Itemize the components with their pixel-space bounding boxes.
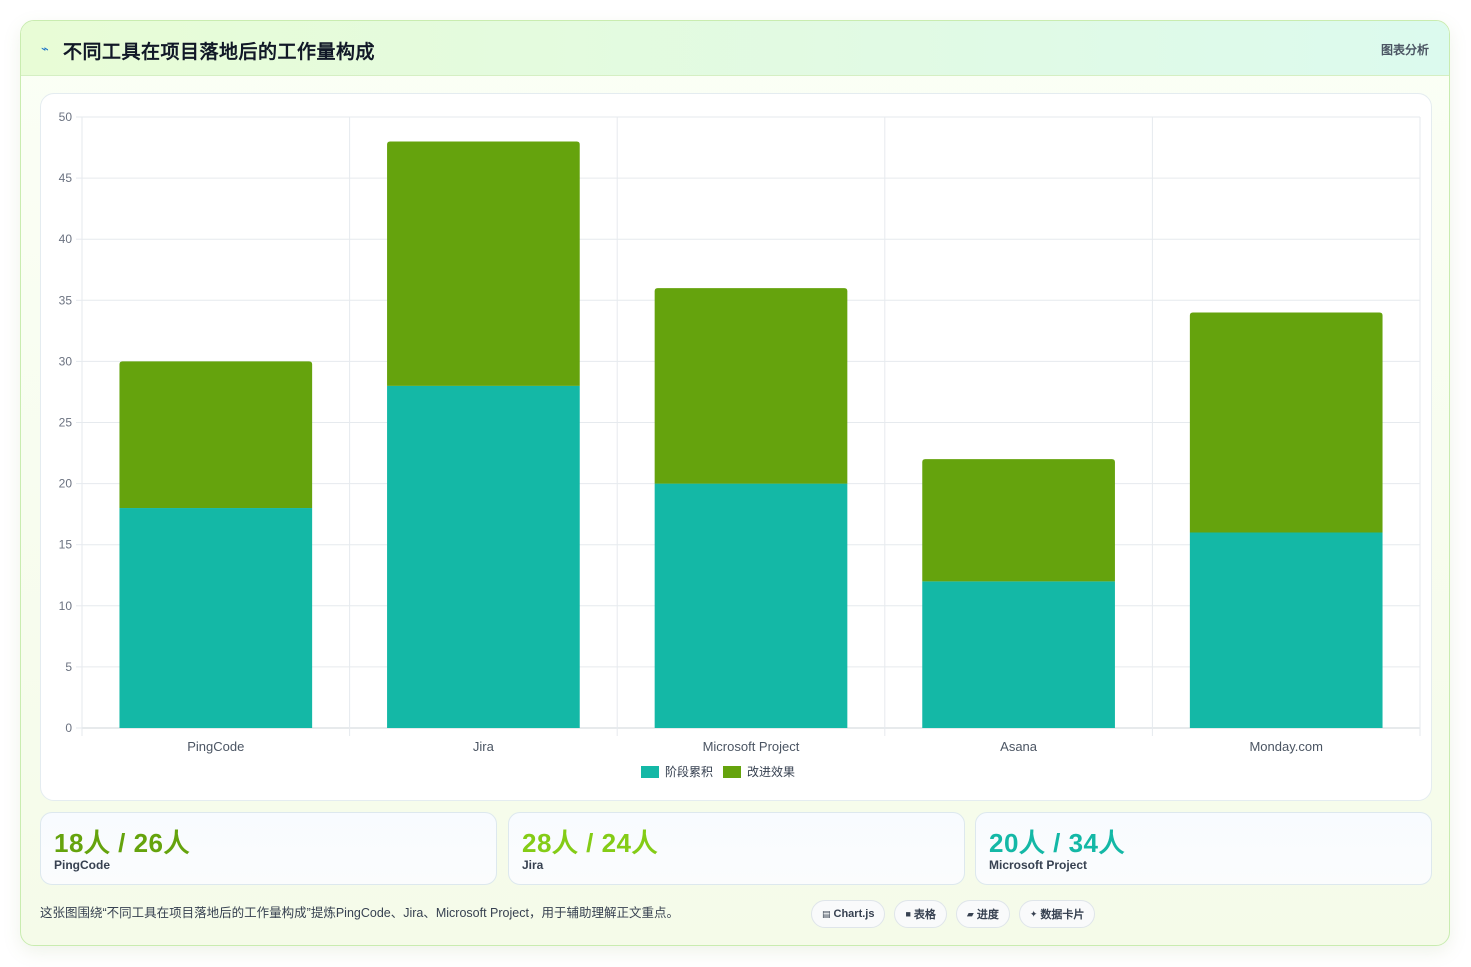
chart-card: ⌁ 不同工具在项目落地后的工作量构成 图表分析 0 5 10 15 20 25 30 35 40… — [20, 20, 1450, 946]
tag-progress[interactable]: ▰ 进度 — [955, 900, 1010, 928]
stat-value: 18人 / 26人 — [54, 828, 191, 858]
chart-icon: ▤ — [822, 908, 831, 919]
stacked-bar-chart: 0 5 10 15 20 25 30 35 40 45 50 PingCode Jira Microsof… — [59, 110, 1421, 779]
stat-card-microsoft-project: 20人 / 34人 Microsoft Project — [975, 812, 1432, 885]
x-tick-label: Monday.com — [1249, 739, 1322, 754]
bar-segment-stage — [654, 483, 848, 728]
tag-label: 表格 — [913, 909, 936, 921]
tag-table[interactable]: ■ 表格 — [894, 900, 947, 928]
tag-label: Chart.js — [833, 908, 875, 920]
y-tick-label: 40 — [59, 232, 73, 246]
stat-card-jira: 28人 / 24人 Jira — [508, 812, 965, 885]
bar-segment-improve — [1189, 312, 1383, 533]
legend-swatch — [641, 766, 659, 778]
chart-panel: 0 5 10 15 20 25 30 35 40 45 50 PingCode Jira Microsof… — [40, 93, 1432, 801]
bar-segment-stage — [922, 581, 1115, 728]
bar-segment-improve — [922, 459, 1115, 582]
legend-label: 改进效果 — [747, 764, 795, 779]
y-tick-label: 30 — [59, 354, 73, 368]
sparkle-icon: ✦ — [1029, 908, 1038, 919]
stat-card-pingcode: 18人 / 26人 PingCode — [40, 812, 497, 885]
y-tick-label: 10 — [59, 599, 73, 613]
progress-icon: ▰ — [966, 908, 974, 919]
tag-chartjs[interactable]: ▤ Chart.js — [811, 900, 886, 928]
tag-label: 数据卡片 — [1040, 909, 1085, 921]
y-tick-label: 25 — [59, 416, 73, 430]
bar-segment-stage — [119, 508, 313, 728]
y-tick-label: 50 — [59, 110, 73, 124]
chart-footnote: 这张图围绕“不同工具在项目落地后的工作量构成”提炼PingCode、Jira、M… — [40, 906, 679, 920]
x-tick-label: Jira — [473, 739, 495, 754]
legend-label: 阶段累积 — [665, 764, 713, 779]
chart-analysis-link[interactable]: 图表分析 — [1380, 43, 1429, 57]
stat-label: Jira — [522, 858, 544, 872]
bar-segment-stage — [387, 385, 580, 728]
trend-icon: ⌁ — [41, 41, 49, 56]
bar-segment-improve — [119, 361, 313, 509]
y-tick-label: 35 — [59, 293, 73, 307]
page-title: 不同工具在项目落地后的工作量构成 — [63, 42, 376, 63]
x-tick-label: Microsoft Project — [703, 739, 800, 754]
table-icon: ■ — [905, 909, 911, 919]
stat-label: PingCode — [54, 858, 110, 872]
y-tick-label: 0 — [65, 721, 72, 735]
bar-segment-improve — [654, 288, 848, 484]
tag-label: 进度 — [976, 909, 999, 921]
bar-segment-stage — [1189, 532, 1383, 728]
tag-data-card[interactable]: ✦ 数据卡片 — [1018, 900, 1096, 928]
legend-swatch — [723, 766, 741, 778]
y-tick-label: 20 — [59, 477, 73, 491]
bar-segment-improve — [387, 141, 580, 386]
stat-label: Microsoft Project — [989, 858, 1088, 872]
stat-value: 20人 / 34人 — [989, 828, 1126, 858]
card-header: ⌁ 不同工具在项目落地后的工作量构成 图表分析 — [21, 21, 1449, 76]
y-tick-label: 5 — [65, 660, 72, 674]
stat-value: 28人 / 24人 — [522, 828, 659, 858]
tag-list: ▤ Chart.js ■ 表格 ▰ 进度 ✦ 数据卡片 — [811, 900, 1096, 928]
y-tick-label: 45 — [59, 171, 73, 185]
x-tick-label: Asana — [1000, 739, 1038, 754]
x-tick-label: PingCode — [187, 739, 244, 754]
y-tick-label: 15 — [59, 538, 73, 552]
